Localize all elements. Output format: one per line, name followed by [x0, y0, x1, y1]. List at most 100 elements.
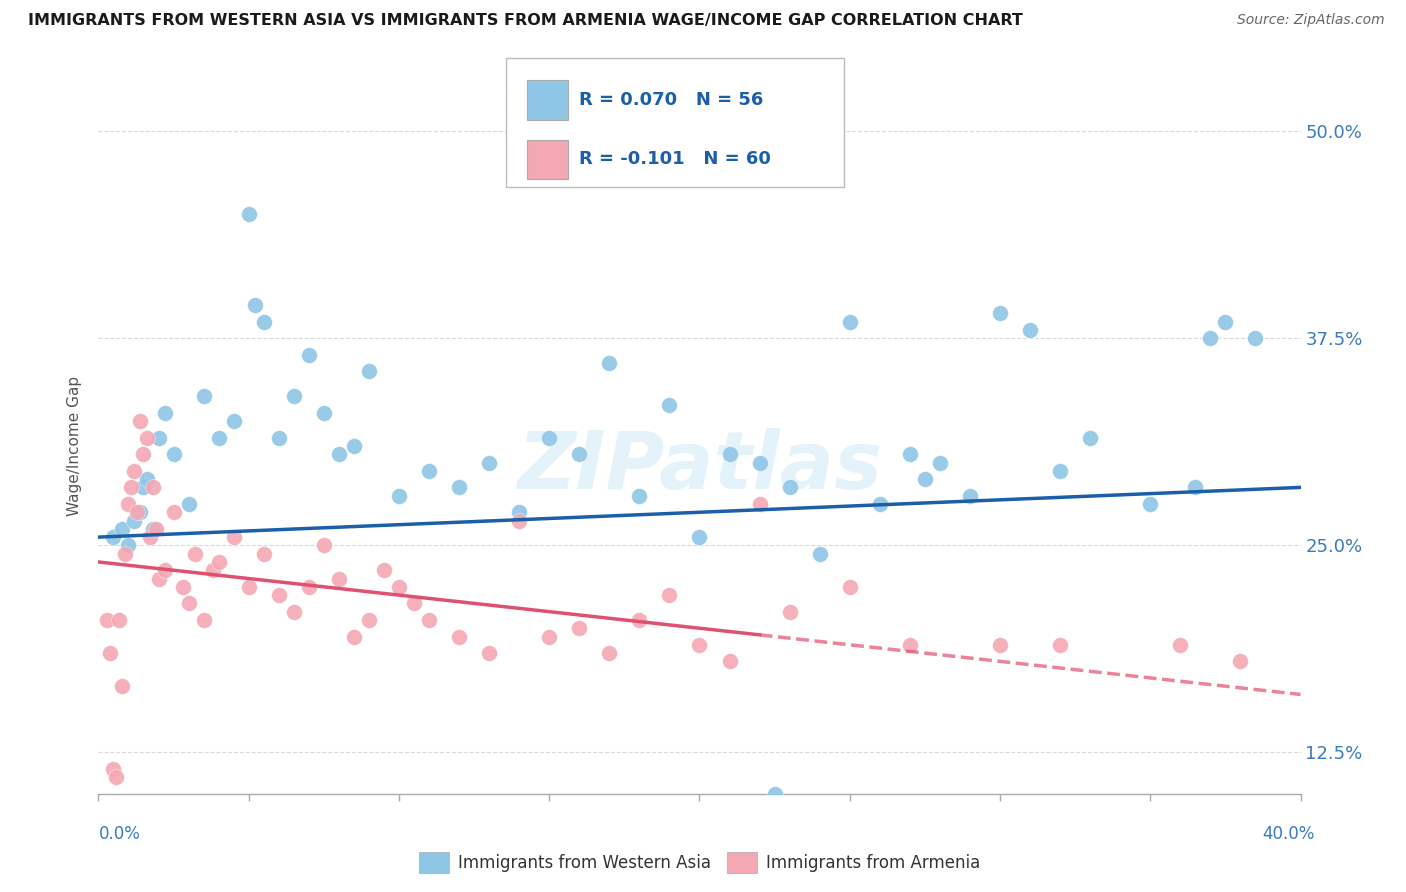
Point	[1184, 480, 1206, 494]
Point	[343, 439, 366, 453]
Point	[129, 414, 152, 428]
Point	[808, 547, 831, 561]
Point	[988, 306, 1011, 320]
Point	[1215, 315, 1237, 329]
Point	[298, 348, 321, 362]
Point	[267, 588, 290, 602]
Point	[1019, 323, 1042, 337]
Point	[478, 456, 501, 470]
Point	[568, 447, 591, 461]
Y-axis label: Wage/Income Gap: Wage/Income Gap	[67, 376, 83, 516]
Point	[298, 580, 321, 594]
Point	[193, 613, 215, 627]
Text: 0.0%: 0.0%	[98, 825, 141, 843]
Point	[568, 621, 591, 635]
Point	[153, 563, 176, 577]
Point	[141, 522, 163, 536]
Text: 40.0%: 40.0%	[1263, 825, 1315, 843]
Point	[1199, 331, 1222, 345]
Point	[508, 514, 530, 528]
Point	[357, 364, 380, 378]
Point	[898, 447, 921, 461]
Point	[1049, 464, 1071, 478]
Point	[1049, 638, 1071, 652]
Point	[508, 505, 530, 519]
Point	[628, 489, 651, 503]
Point	[838, 580, 860, 594]
Point	[718, 654, 741, 668]
Point	[373, 563, 395, 577]
Point	[238, 207, 260, 221]
Point	[162, 447, 184, 461]
Text: ZIPatlas: ZIPatlas	[517, 428, 882, 506]
Point	[145, 522, 167, 536]
Point	[138, 530, 160, 544]
Point	[1244, 331, 1267, 345]
Point	[148, 572, 170, 586]
Point	[388, 489, 411, 503]
Point	[129, 505, 152, 519]
Point	[388, 580, 411, 594]
Point	[689, 638, 711, 652]
Point	[267, 431, 290, 445]
Point	[127, 505, 149, 519]
Point	[538, 431, 561, 445]
Point	[135, 472, 157, 486]
Point	[538, 630, 561, 644]
Point	[357, 613, 380, 627]
Point	[1078, 431, 1101, 445]
Point	[748, 497, 770, 511]
Point	[141, 480, 163, 494]
Point	[447, 480, 470, 494]
Point	[108, 613, 131, 627]
Point	[447, 630, 470, 644]
Point	[1229, 654, 1251, 668]
Point	[135, 431, 157, 445]
Point	[718, 447, 741, 461]
Point	[183, 547, 205, 561]
Point	[208, 431, 231, 445]
Point	[132, 480, 155, 494]
Point	[658, 398, 681, 412]
Point	[779, 605, 801, 619]
Point	[222, 530, 245, 544]
Point	[238, 580, 260, 594]
Point	[132, 447, 155, 461]
Point	[117, 497, 139, 511]
Point	[1170, 638, 1192, 652]
Point	[312, 406, 335, 420]
Point	[914, 472, 936, 486]
Point	[201, 563, 224, 577]
Point	[418, 464, 440, 478]
Point	[988, 638, 1011, 652]
Point	[312, 538, 335, 552]
Legend: Immigrants from Western Asia, Immigrants from Armenia: Immigrants from Western Asia, Immigrants…	[412, 846, 987, 880]
Point	[253, 547, 276, 561]
Point	[838, 315, 860, 329]
Point	[111, 522, 134, 536]
Point	[162, 505, 184, 519]
Point	[929, 456, 952, 470]
Point	[153, 406, 176, 420]
Point	[253, 315, 276, 329]
Point	[1139, 837, 1161, 851]
Text: R = 0.070   N = 56: R = 0.070 N = 56	[579, 91, 763, 109]
Point	[598, 646, 620, 660]
Text: R = -0.101   N = 60: R = -0.101 N = 60	[579, 150, 770, 168]
Point	[243, 298, 266, 312]
Point	[689, 530, 711, 544]
Point	[148, 431, 170, 445]
Point	[628, 613, 651, 627]
Point	[959, 489, 981, 503]
Point	[121, 480, 143, 494]
Text: Source: ZipAtlas.com: Source: ZipAtlas.com	[1237, 13, 1385, 28]
Point	[1139, 497, 1161, 511]
Point	[418, 613, 440, 627]
Point	[283, 389, 305, 403]
Point	[343, 630, 366, 644]
Point	[177, 596, 200, 610]
Point	[779, 480, 801, 494]
Point	[478, 646, 501, 660]
Point	[177, 497, 200, 511]
Point	[114, 547, 136, 561]
